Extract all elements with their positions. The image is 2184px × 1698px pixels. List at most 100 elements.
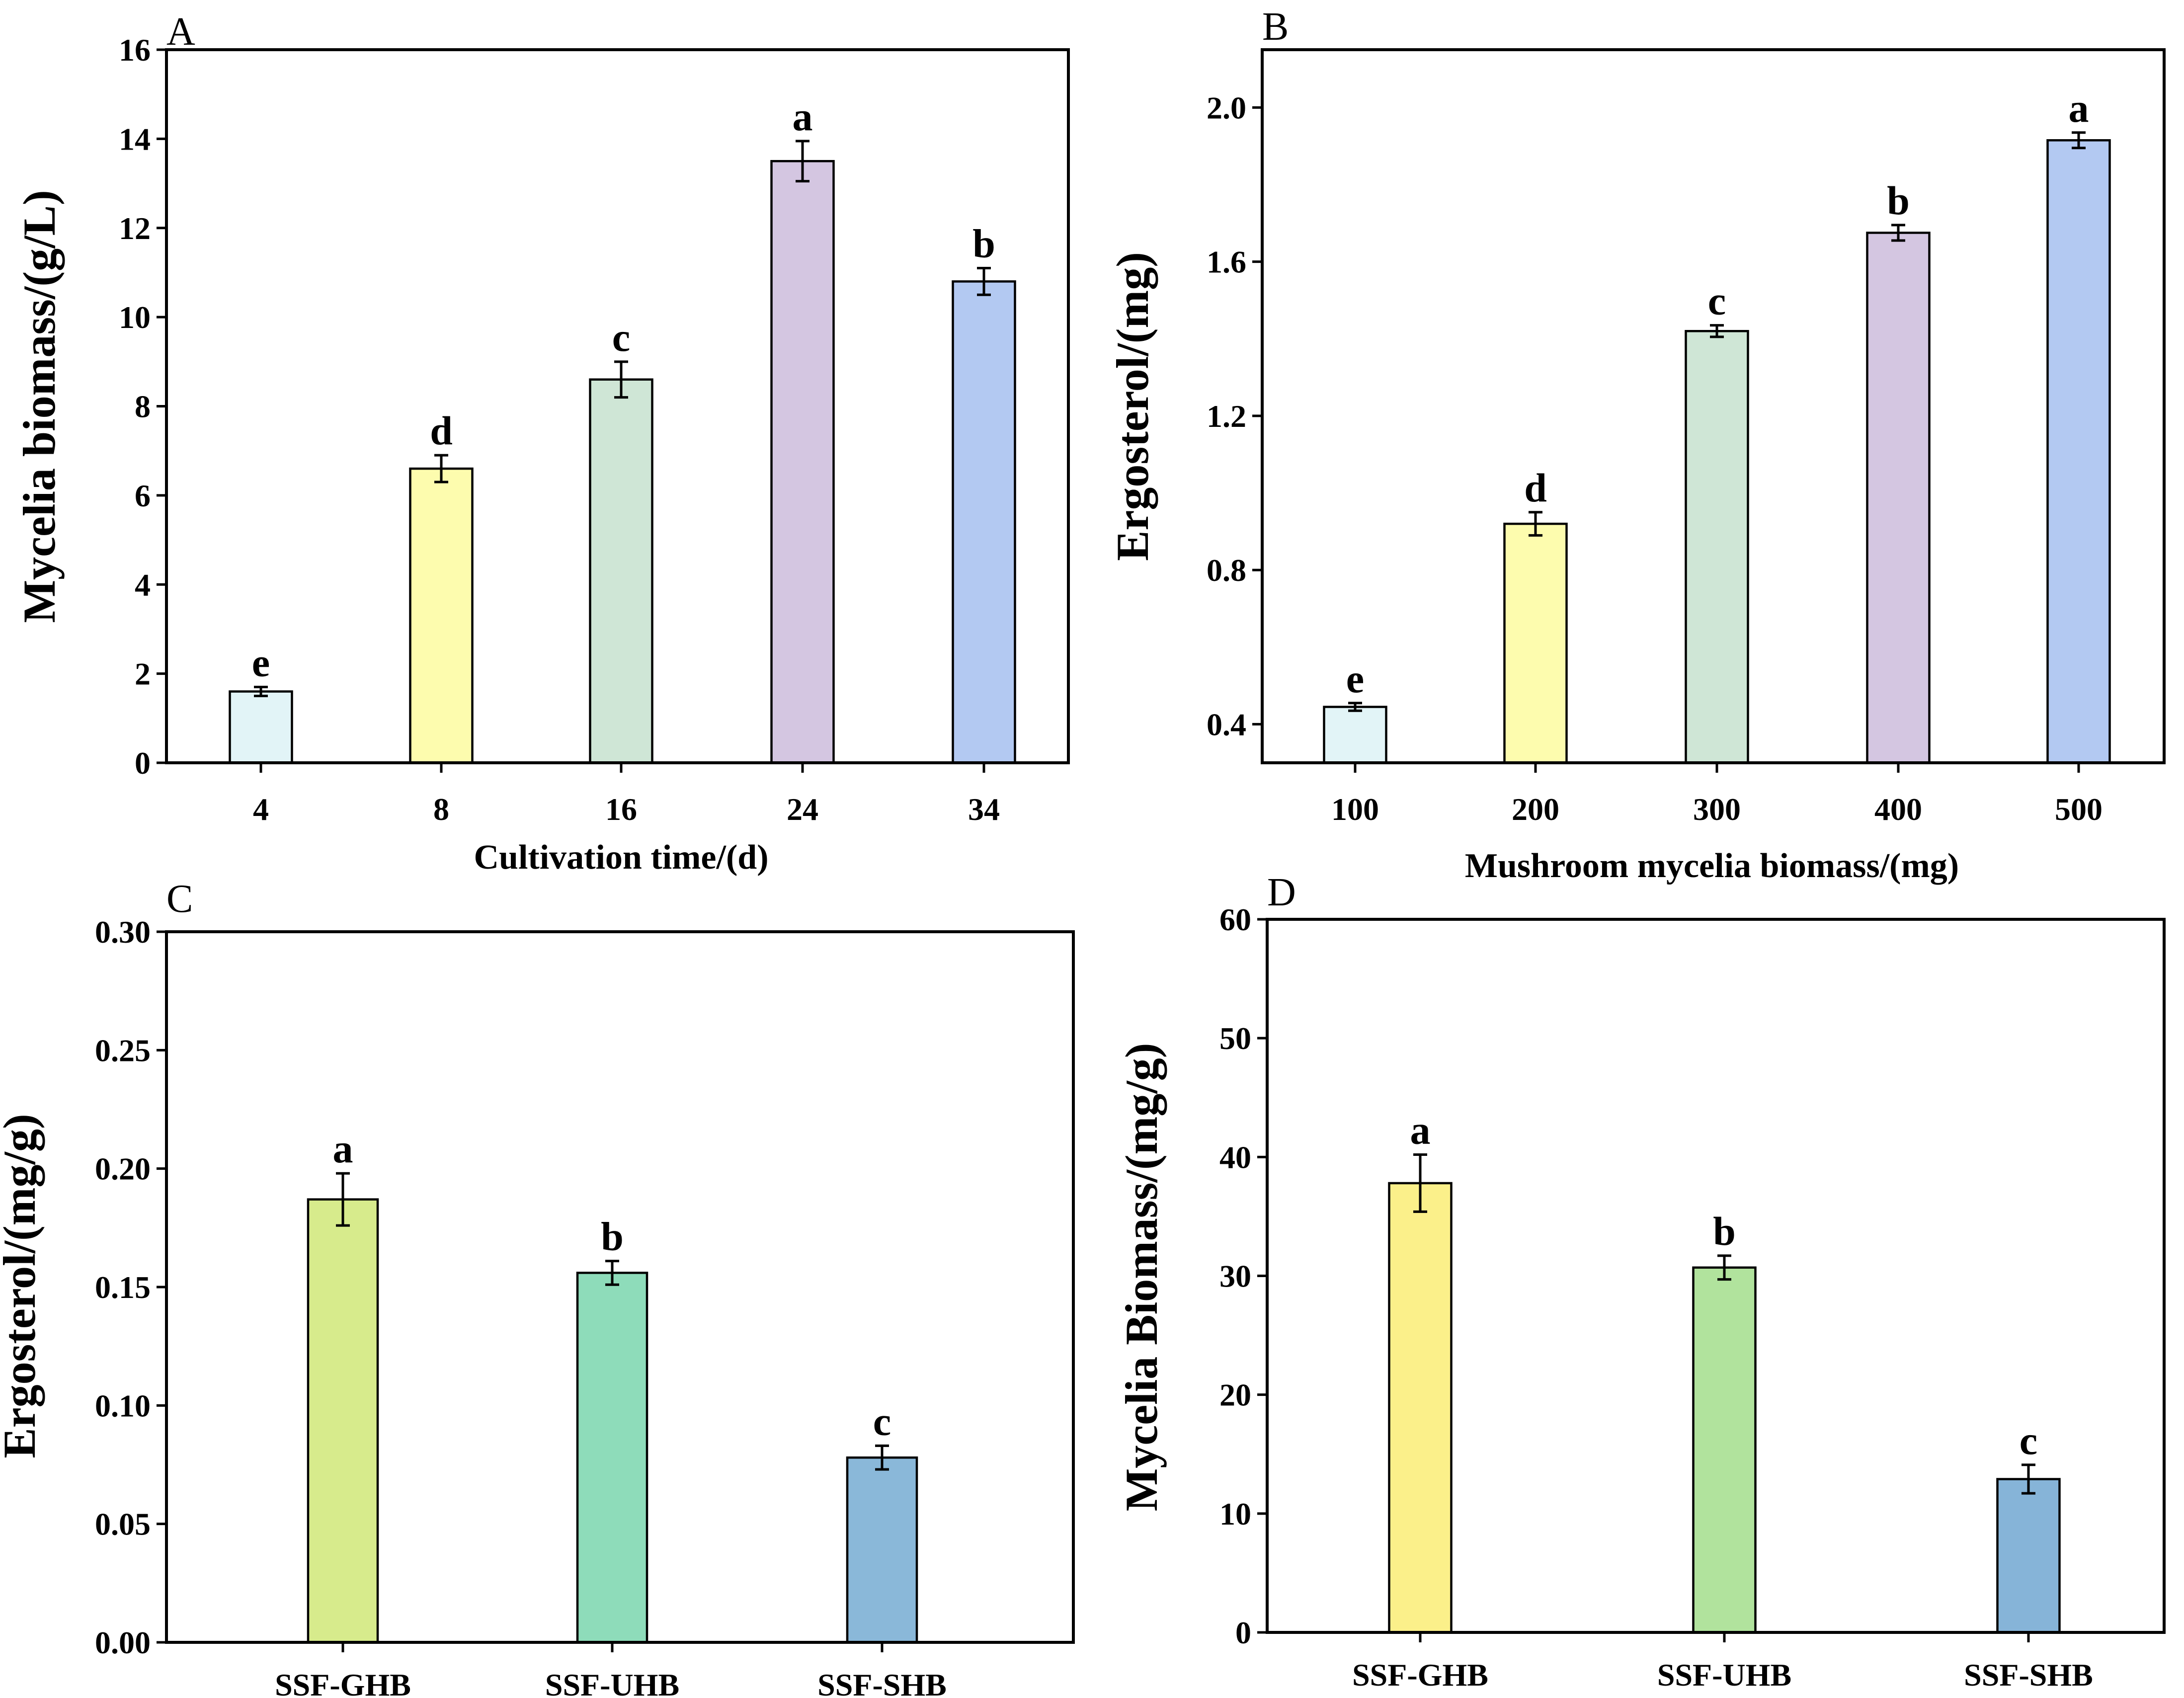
error-bar <box>2072 131 2086 150</box>
y-tick-label: 4 <box>135 567 151 602</box>
error-bar <box>336 1172 350 1227</box>
panel-letter: D <box>1267 871 1296 914</box>
x-tick-label: SSF-SHB <box>1964 1657 2093 1693</box>
x-tick-label: 34 <box>968 792 1000 827</box>
y-tick-label: 60 <box>1219 902 1251 937</box>
significance-letter: b <box>972 221 995 266</box>
error-bar <box>1348 702 1362 712</box>
error-bar <box>2022 1463 2035 1495</box>
significance-letter: b <box>1713 1209 1736 1254</box>
bar-ssf-ghb <box>1388 1182 1453 1634</box>
x-tick-label: 200 <box>1512 792 1559 827</box>
y-tick-label: 20 <box>1219 1377 1251 1413</box>
bar-ssf-uhb <box>1692 1266 1757 1634</box>
error-bar <box>254 686 268 697</box>
y-tick-label: 50 <box>1219 1021 1251 1056</box>
y-tick-label: 0.25 <box>95 1033 151 1068</box>
y-tick-label: 6 <box>135 478 151 513</box>
significance-letter: d <box>430 408 453 453</box>
y-tick-label: 0.30 <box>95 914 151 950</box>
x-axis-title: Mushroom mycelia biomass/(mg) <box>1465 847 1959 885</box>
significance-letter: e <box>252 640 270 685</box>
x-tick-label: 100 <box>1331 792 1379 827</box>
significance-letter: d <box>1524 465 1547 510</box>
x-tick-label: 500 <box>2055 792 2103 827</box>
x-axis-title: Cultivation time/(d) <box>474 838 768 877</box>
bar-ssf-ghb <box>307 1198 379 1644</box>
y-tick-label: 0.15 <box>95 1270 151 1305</box>
panel-d: a b c 0 10 20 30 40 50 60 SSF-GHB SSF-UHB SSF-SHB D My… <box>1116 871 2166 1693</box>
error-bar <box>434 454 448 484</box>
y-tick-label: 0.00 <box>95 1625 151 1660</box>
y-tick-label: 0 <box>1235 1615 1251 1650</box>
bar-200 <box>1503 522 1568 764</box>
bar-34 <box>952 280 1016 764</box>
significance-letter: b <box>1887 178 1910 223</box>
error-bar <box>977 266 991 296</box>
bar-16 <box>589 378 653 764</box>
bar-4 <box>229 690 293 764</box>
significance-letter: a <box>793 94 813 139</box>
y-axis-title: Mycelia biomass/(g/L) <box>14 190 65 623</box>
x-tick-label: SSF-GHB <box>275 1667 411 1698</box>
significance-letter: c <box>1708 278 1726 323</box>
error-bar <box>1717 1254 1731 1281</box>
x-tick-label: 16 <box>605 792 637 827</box>
x-tick-label: SSF-UHB <box>1657 1657 1791 1693</box>
y-axis-title: Mycelia Biomass/(mg/g) <box>1116 1043 1167 1512</box>
x-tick-label: 4 <box>253 792 269 827</box>
x-tick-label: SSF-SHB <box>817 1667 947 1698</box>
y-tick-label: 1.2 <box>1207 399 1246 434</box>
x-tick-label: 400 <box>1874 792 1922 827</box>
significance-letter: c <box>2020 1418 2037 1463</box>
bar-500 <box>2046 139 2111 764</box>
significance-letter: e <box>1346 656 1364 701</box>
x-tick-label: SSF-GHB <box>1352 1657 1488 1693</box>
error-bar <box>1710 324 1724 338</box>
bar-8 <box>409 467 474 764</box>
y-tick-label: 10 <box>1219 1496 1251 1532</box>
bar-ssf-uhb <box>576 1272 648 1644</box>
error-bar <box>875 1444 889 1471</box>
bar-ssf-shb <box>846 1456 918 1644</box>
y-tick-label: 16 <box>119 32 151 68</box>
y-tick-label: 30 <box>1219 1259 1251 1294</box>
x-tick-label: 24 <box>787 792 818 827</box>
panel-c: a b c 0.00 0.05 0.10 0.15 0.20 0.25 0.30 SSF-GHB SS… <box>0 877 1075 1698</box>
error-bar <box>1891 224 1905 242</box>
bar-400 <box>1866 232 1931 764</box>
x-tick-label: 300 <box>1693 792 1741 827</box>
y-tick-label: 0.05 <box>95 1507 151 1542</box>
bar-24 <box>770 160 835 764</box>
significance-letter: c <box>612 315 630 360</box>
y-tick-label: 2 <box>135 656 151 692</box>
y-tick-label: 0 <box>135 745 151 781</box>
significance-letter: a <box>2069 85 2089 131</box>
y-tick-label: 0.8 <box>1207 553 1246 588</box>
panel-letter: A <box>166 10 195 54</box>
y-tick-label: 8 <box>135 389 151 424</box>
y-tick-label: 0.20 <box>95 1151 151 1187</box>
y-axis-title: Ergosterol/(mg/g) <box>0 1114 45 1458</box>
bar-300 <box>1685 329 1749 764</box>
y-tick-label: 1.6 <box>1207 244 1246 280</box>
significance-letter: a <box>333 1126 353 1171</box>
significance-letter: c <box>873 1398 891 1444</box>
y-tick-label: 0.4 <box>1207 707 1246 742</box>
bar-ssf-shb <box>1996 1478 2061 1634</box>
panel-b: e d c b a 0.4 0.8 1.2 1.6 2.0 100 200 300 400 500 B Mush… <box>1107 5 2166 885</box>
x-tick-label: SSF-UHB <box>545 1667 679 1698</box>
y-tick-label: 14 <box>119 121 151 157</box>
panel-letter: C <box>166 877 193 921</box>
error-bar <box>796 140 809 183</box>
plot-frame <box>1261 48 2166 764</box>
y-tick-label: 0.10 <box>95 1388 151 1423</box>
error-bar <box>605 1260 619 1286</box>
y-tick-label: 40 <box>1219 1139 1251 1175</box>
error-bar <box>614 360 628 399</box>
y-tick-label: 2.0 <box>1207 90 1246 125</box>
y-axis-title: Ergosterol/(mg) <box>1107 252 1158 561</box>
significance-letter: b <box>601 1214 624 1259</box>
